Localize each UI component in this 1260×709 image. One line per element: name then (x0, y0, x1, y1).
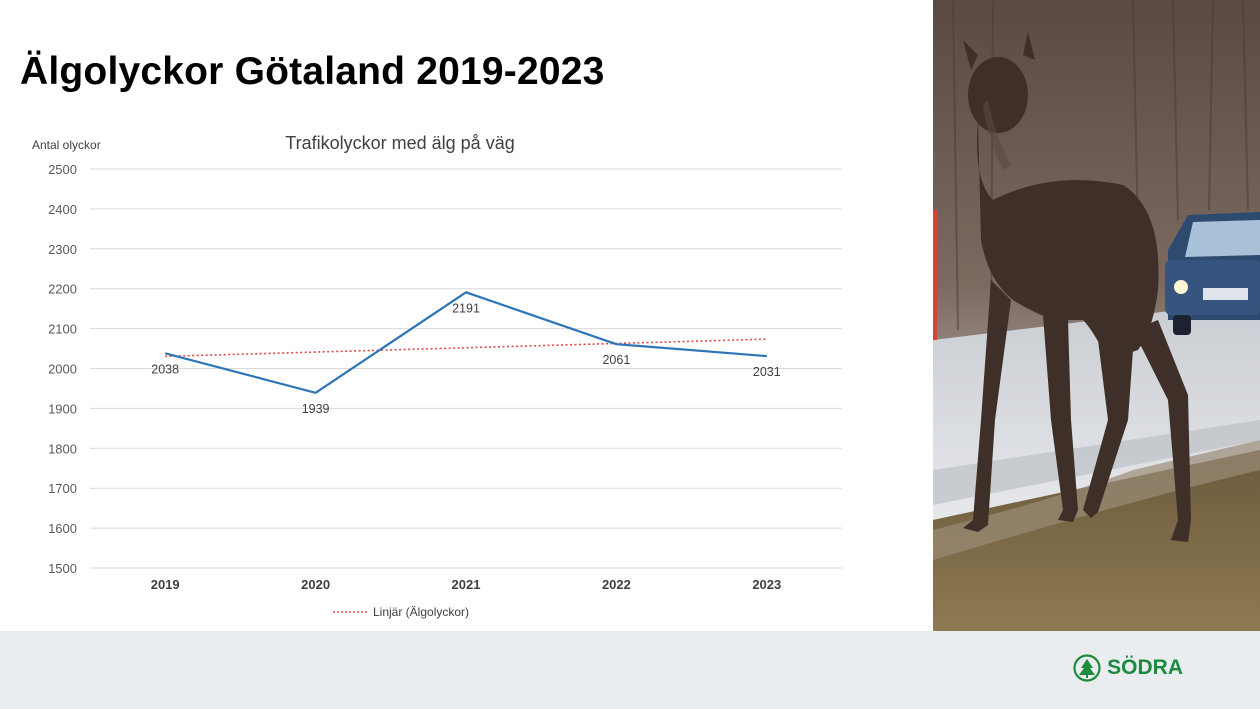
chart-title: Trafikolyckor med älg på väg (285, 133, 514, 153)
y-tick-label: 1800 (48, 441, 77, 456)
y-tick-label: 2300 (48, 242, 77, 257)
x-tick-label: 2020 (301, 577, 330, 592)
series-group (164, 291, 767, 394)
y-tick-label: 2100 (48, 322, 77, 337)
tree-logo-icon (1073, 654, 1101, 682)
x-axis-ticks: 2019 2020 2021 2022 2023 (151, 577, 782, 592)
data-label: 2061 (602, 353, 630, 367)
y-tick-label: 1700 (48, 481, 77, 496)
data-label: 2191 (452, 301, 480, 315)
x-tick-label: 2022 (602, 577, 631, 592)
y-tick-label: 2000 (48, 362, 77, 377)
data-label: 2038 (151, 362, 179, 376)
sodra-logo: SÖDRA (1073, 654, 1183, 682)
footer-bar: SÖDRA (0, 631, 1260, 709)
moose-photo-illustration (933, 0, 1260, 631)
y-tick-label: 1600 (48, 521, 77, 536)
y-tick-label: 2500 (48, 162, 77, 177)
y-tick-label: 1500 (48, 561, 77, 576)
data-labels: 2038 1939 2191 2061 2031 (151, 301, 780, 416)
x-tick-label: 2023 (752, 577, 781, 592)
legend: Linjär (Älgolyckor) (333, 605, 469, 619)
y-tick-label: 1900 (48, 401, 77, 416)
chart-gridlines (90, 168, 842, 569)
trendline-group (165, 338, 767, 358)
car-shape (1165, 212, 1260, 335)
y-tick-label: 2200 (48, 282, 77, 297)
y-tick-label: 2400 (48, 202, 77, 217)
data-label: 2031 (753, 365, 781, 379)
x-tick-label: 2019 (151, 577, 180, 592)
logo-text: SÖDRA (1107, 656, 1183, 679)
y-axis-ticks: 1500 1600 1700 1800 1900 2000 2100 2200 2300 2400… (48, 162, 77, 576)
chart-svg: 1500 1600 1700 1800 1900 2000 2100 2200 2300 2400… (32, 133, 842, 619)
y-axis-label: Antal olyckor (32, 138, 101, 152)
slide-title: Älgolyckor Götaland 2019-2023 (20, 50, 605, 93)
moose-shape (963, 32, 1191, 542)
trendline (165, 338, 767, 358)
x-tick-label: 2021 (452, 577, 481, 592)
line-chart: 1500 1600 1700 1800 1900 2000 2100 2200 2300 2400… (0, 120, 930, 630)
moose-photo (933, 0, 1260, 631)
data-label: 1939 (302, 402, 330, 416)
legend-trend-label: Linjär (Älgolyckor) (373, 605, 469, 619)
